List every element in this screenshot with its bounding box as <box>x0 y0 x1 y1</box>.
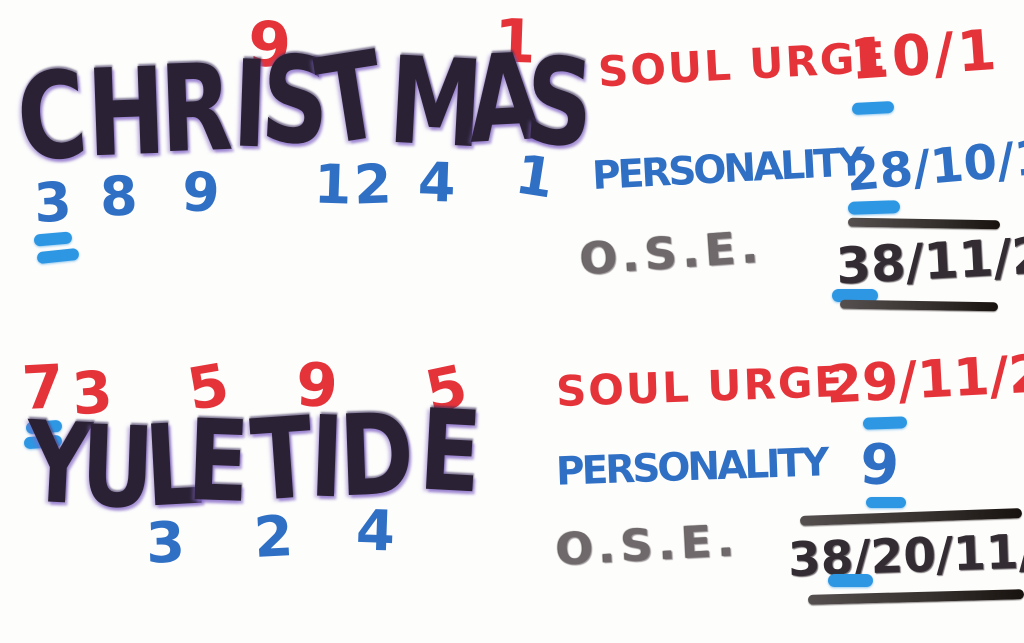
yuletide-letter: E <box>416 385 485 519</box>
christmas-letter: H <box>84 42 168 185</box>
equals-mark <box>36 247 80 265</box>
underline-mark <box>862 416 908 430</box>
soul-urge-label: SOUL URGE <box>596 32 889 97</box>
christmas-consonant-number: 2 <box>352 152 393 217</box>
underline-mark <box>847 200 901 215</box>
yuletide-letter: E <box>185 395 252 529</box>
personality-value: 9 <box>857 431 902 500</box>
soul-urge-label: SOUL URGE <box>555 356 846 417</box>
soul-urge-value: 29/11/2 <box>824 344 1024 416</box>
personality-label: PERSONALITY <box>591 139 864 200</box>
personality-label: PERSONALITY <box>555 440 828 495</box>
yuletide-consonant-number: 3 <box>144 510 187 577</box>
sum-line <box>807 589 1024 605</box>
underline-mark <box>828 574 873 587</box>
christmas-letter: C <box>11 45 93 190</box>
christmas-consonant-number: 9 <box>179 159 222 226</box>
ose-label: O.S.E. <box>554 515 742 576</box>
christmas-consonant-number: 1 <box>312 152 353 217</box>
yuletide-consonant-number: 2 <box>252 504 295 571</box>
christmas-consonant-number: 1 <box>511 142 559 211</box>
yuletide-consonant-number: 4 <box>354 498 397 565</box>
ose-value: 38/20/11/2 <box>787 523 1024 588</box>
personality-value: 28/10/1 <box>843 129 1024 203</box>
christmas-letter: R <box>157 38 235 181</box>
christmas-consonant-number: 3 <box>32 170 74 235</box>
underline-mark <box>832 289 878 302</box>
equals-mark <box>33 231 73 247</box>
christmas-consonant-number: 4 <box>416 150 457 215</box>
sum-line <box>839 299 999 312</box>
christmas-consonant-number: 8 <box>98 164 139 229</box>
soul-urge-value: 10/1 <box>847 17 1002 94</box>
yuletide-letter: D <box>337 389 416 523</box>
ose-value: 38/11/2 <box>834 226 1024 296</box>
sum-line <box>847 217 1001 230</box>
sum-line <box>799 508 1023 526</box>
ose-label: O.S.E. <box>578 221 766 286</box>
underline-mark <box>851 100 895 116</box>
underline-mark <box>866 497 906 508</box>
yuletide-letter: T <box>247 393 318 527</box>
